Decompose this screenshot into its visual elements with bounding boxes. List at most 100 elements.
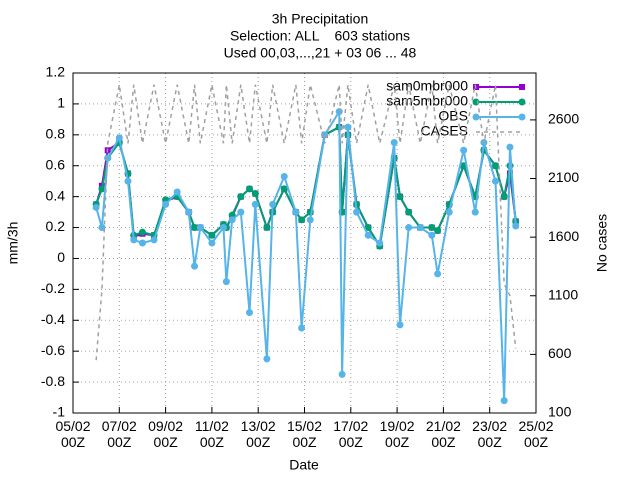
legend-marker <box>519 84 525 90</box>
data-point <box>390 139 398 147</box>
series-line <box>95 84 517 361</box>
chart-subtitle: Used 00,03,...,21 + 03 06 ... 48 <box>224 45 417 61</box>
data-point <box>376 239 384 247</box>
data-point <box>263 355 271 363</box>
data-point <box>173 188 181 196</box>
data-point <box>280 185 288 193</box>
legend-label: CASES <box>421 123 468 139</box>
y-tick-label: 0.8 <box>46 126 66 142</box>
data-point <box>185 208 193 216</box>
series-line <box>95 108 517 401</box>
x-tick-label: 11/02 00Z <box>195 418 229 450</box>
data-point <box>98 185 106 193</box>
data-point <box>364 224 372 232</box>
data-point <box>196 224 204 232</box>
chart-title: 3h Precipitation <box>272 11 369 27</box>
data-point <box>246 185 254 193</box>
plot-frame <box>72 72 537 414</box>
data-point <box>500 193 508 201</box>
x-axis-label: Date <box>289 457 319 473</box>
x-tick-label: 23/02 00Z <box>472 418 507 450</box>
y-tick-label: -0.4 <box>41 311 65 327</box>
data-point <box>92 203 100 211</box>
y-tick-label: -1 <box>53 404 66 420</box>
data-point <box>396 321 404 329</box>
data-point <box>222 278 230 286</box>
data-point <box>460 146 468 154</box>
x-tick-label: 07/02 00Z <box>102 418 137 450</box>
data-point <box>138 239 146 247</box>
data-point <box>396 193 404 201</box>
data-point <box>471 208 479 216</box>
data-point <box>428 231 436 239</box>
y-axis-label: mm/3h <box>5 222 21 265</box>
legend-marker <box>518 113 526 121</box>
data-point <box>428 224 436 232</box>
x-tick-label: 21/02 00Z <box>426 418 461 450</box>
data-point <box>269 200 277 208</box>
data-point <box>251 190 259 198</box>
data-point <box>344 123 352 131</box>
data-point <box>251 200 259 208</box>
y2-tick-label: 2600 <box>548 111 579 127</box>
chart-subtitle: Selection: ALL 603 stations <box>230 28 410 44</box>
data-point <box>115 134 123 142</box>
data-point <box>208 231 216 239</box>
data-point <box>138 228 146 236</box>
x-tick-label: 13/02 00Z <box>241 418 276 450</box>
y-tick-label: 0.2 <box>46 218 66 234</box>
data-point <box>506 143 514 151</box>
data-point <box>237 193 245 201</box>
x-tick-label: 19/02 00Z <box>380 418 415 450</box>
x-tick-label: 09/02 00Z <box>148 418 183 450</box>
data-point <box>500 397 508 405</box>
data-point <box>298 324 306 332</box>
data-point <box>292 208 300 216</box>
data-point <box>263 224 271 232</box>
data-point <box>237 208 245 216</box>
y-tick-label: 0.4 <box>46 187 66 203</box>
data-point <box>306 216 314 224</box>
x-tick-label: 05/02 00Z <box>55 418 90 450</box>
x-tick-label: 17/02 00Z <box>333 418 368 450</box>
y2-tick-label: 1600 <box>548 228 579 244</box>
data-point <box>124 177 132 185</box>
data-point <box>405 224 413 232</box>
data-point <box>191 224 199 232</box>
data-point <box>405 208 413 216</box>
data-point <box>280 173 288 181</box>
data-point <box>491 177 499 185</box>
series-line <box>95 125 517 249</box>
data-point <box>208 239 216 247</box>
data-point <box>228 216 236 224</box>
data-point <box>298 216 306 224</box>
y2-tick-label: 100 <box>548 404 572 420</box>
data-point <box>416 224 424 232</box>
data-point <box>434 227 442 235</box>
data-point <box>434 270 442 278</box>
legend-label: sam5mbr000 <box>386 93 468 109</box>
y-tick-label: -0.2 <box>41 280 65 296</box>
data-point <box>491 162 499 170</box>
data-point <box>150 236 158 244</box>
data-point <box>353 208 361 216</box>
x-tick-label: 15/02 00Z <box>287 418 322 450</box>
data-point <box>335 108 343 116</box>
x-tick-label: 25/02 00Z <box>518 418 553 450</box>
series-line <box>95 125 517 249</box>
y-tick-label: 0 <box>57 249 65 265</box>
data-point <box>445 208 453 216</box>
y-tick-label: 1 <box>57 95 65 111</box>
y2-tick-label: 1100 <box>548 286 578 302</box>
legend-label: OBS <box>438 108 468 124</box>
legend-label: sam0mbr000 <box>386 78 468 94</box>
y-tick-label: -0.8 <box>41 373 65 389</box>
data-point <box>162 200 170 208</box>
data-point <box>246 309 254 317</box>
y-tick-label: 0.6 <box>46 156 66 172</box>
data-point <box>512 222 520 230</box>
data-point <box>219 224 227 232</box>
